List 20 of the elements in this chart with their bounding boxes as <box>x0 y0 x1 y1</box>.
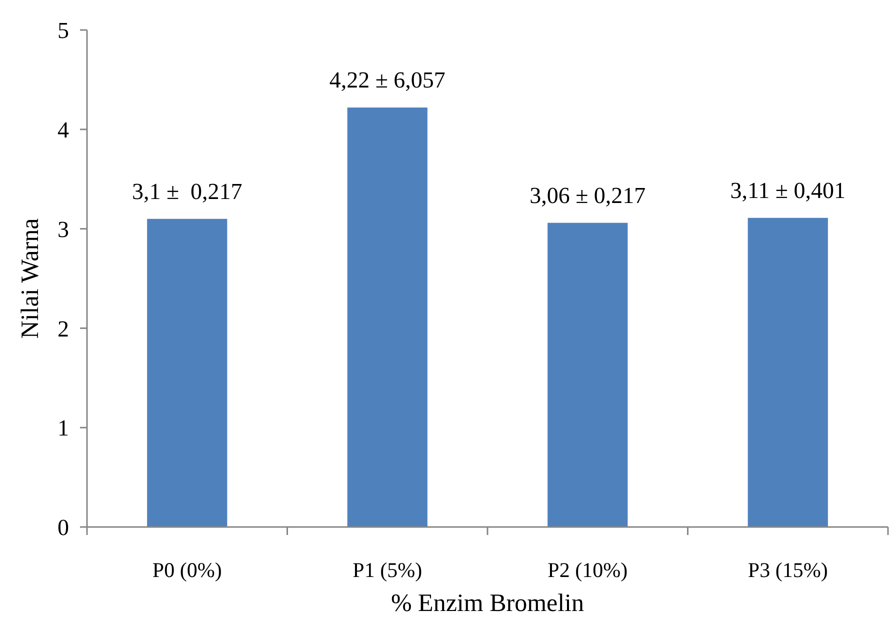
x-tick-label: P2 (10%) <box>548 558 628 582</box>
bar <box>548 222 628 527</box>
x-tick-label: P1 (5%) <box>352 558 422 582</box>
x-tick-label: P0 (0%) <box>152 558 222 582</box>
data-label: 3,11 ± 0,401 <box>730 178 846 203</box>
data-label: 3,1 ± 0,217 <box>132 178 242 204</box>
x-tick-label: P3 (15%) <box>748 558 828 582</box>
y-tick-label: 3 <box>58 216 69 242</box>
bar <box>147 218 228 527</box>
data-label: 3,06 ± 0,217 <box>530 182 646 208</box>
data-label: 4,22 ± 6,057 <box>329 68 446 93</box>
y-tick-label: 4 <box>58 117 70 142</box>
y-tick-label: 0 <box>58 515 69 540</box>
y-tick-label: 5 <box>58 18 69 44</box>
bar <box>748 218 828 527</box>
y-axis-title: Nilai Warna <box>17 218 44 339</box>
bar <box>347 108 428 527</box>
x-axis-title: % Enzim Bromelin <box>390 590 584 617</box>
y-tick-label: 2 <box>58 316 69 342</box>
y-tick-label: 1 <box>58 416 69 441</box>
